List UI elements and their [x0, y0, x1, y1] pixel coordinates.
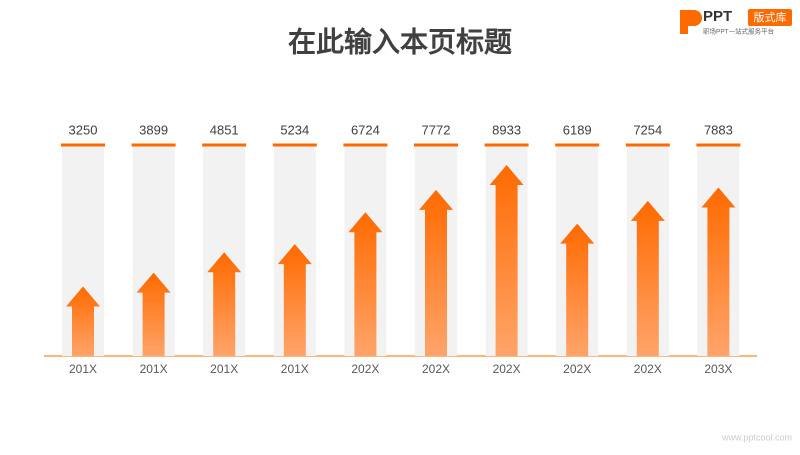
x-tick-label: 201X — [69, 362, 97, 376]
x-tick-label: 201X — [140, 362, 168, 376]
watermark: www.pptcool.com — [721, 432, 792, 442]
value-label: 4851 — [210, 122, 239, 137]
arrow-bar — [66, 286, 100, 356]
arrow-bar — [136, 272, 171, 356]
value-label: 7254 — [633, 122, 662, 137]
x-tick-label: 201X — [210, 362, 238, 376]
column-cap — [625, 143, 670, 147]
arrow-bar — [277, 244, 312, 356]
column-cap — [343, 143, 388, 147]
x-tick-label: 202X — [563, 362, 591, 376]
x-tick-label: 202X — [422, 362, 450, 376]
column-cap — [272, 143, 317, 147]
logo-icon — [680, 10, 702, 34]
value-label: 7772 — [422, 122, 451, 137]
arrow-bar — [489, 165, 524, 356]
x-tick-label: 202X — [351, 362, 379, 376]
arrow-bar — [630, 200, 665, 356]
logo: PPT 版式库 职场PPT一站式服务平台 — [680, 8, 792, 36]
column-cap — [61, 143, 105, 147]
x-tick-label: 203X — [704, 362, 732, 376]
chart-title: 在此输入本页标题 — [288, 25, 512, 57]
value-label: 6724 — [351, 122, 380, 137]
column-cap — [555, 143, 600, 147]
x-tick-label: 202X — [493, 362, 521, 376]
logo-badge-bg — [748, 9, 792, 26]
value-label: 3899 — [139, 122, 168, 137]
column-cap — [131, 143, 176, 147]
arrow-bar — [701, 187, 736, 356]
column-cap — [696, 143, 741, 147]
value-label: 5234 — [280, 122, 309, 137]
x-tick-label: 202X — [634, 362, 662, 376]
value-label: 7883 — [704, 122, 733, 137]
column-cap — [484, 143, 529, 147]
arrow-bar — [560, 223, 595, 356]
arrow-bar — [419, 189, 453, 356]
value-label: 6189 — [563, 122, 592, 137]
value-label: 3250 — [69, 122, 98, 137]
logo-slogan: 职场PPT一站式服务平台 — [703, 27, 774, 36]
logo-brand: PPT — [703, 8, 732, 25]
logo-badge: 版式库 — [754, 10, 787, 24]
arrow-bar — [348, 212, 383, 356]
column-cap — [414, 143, 458, 147]
x-tick-label: 201X — [281, 362, 309, 376]
arrow-bar — [207, 252, 242, 356]
column-cap — [202, 143, 247, 147]
value-label: 8933 — [492, 122, 521, 137]
